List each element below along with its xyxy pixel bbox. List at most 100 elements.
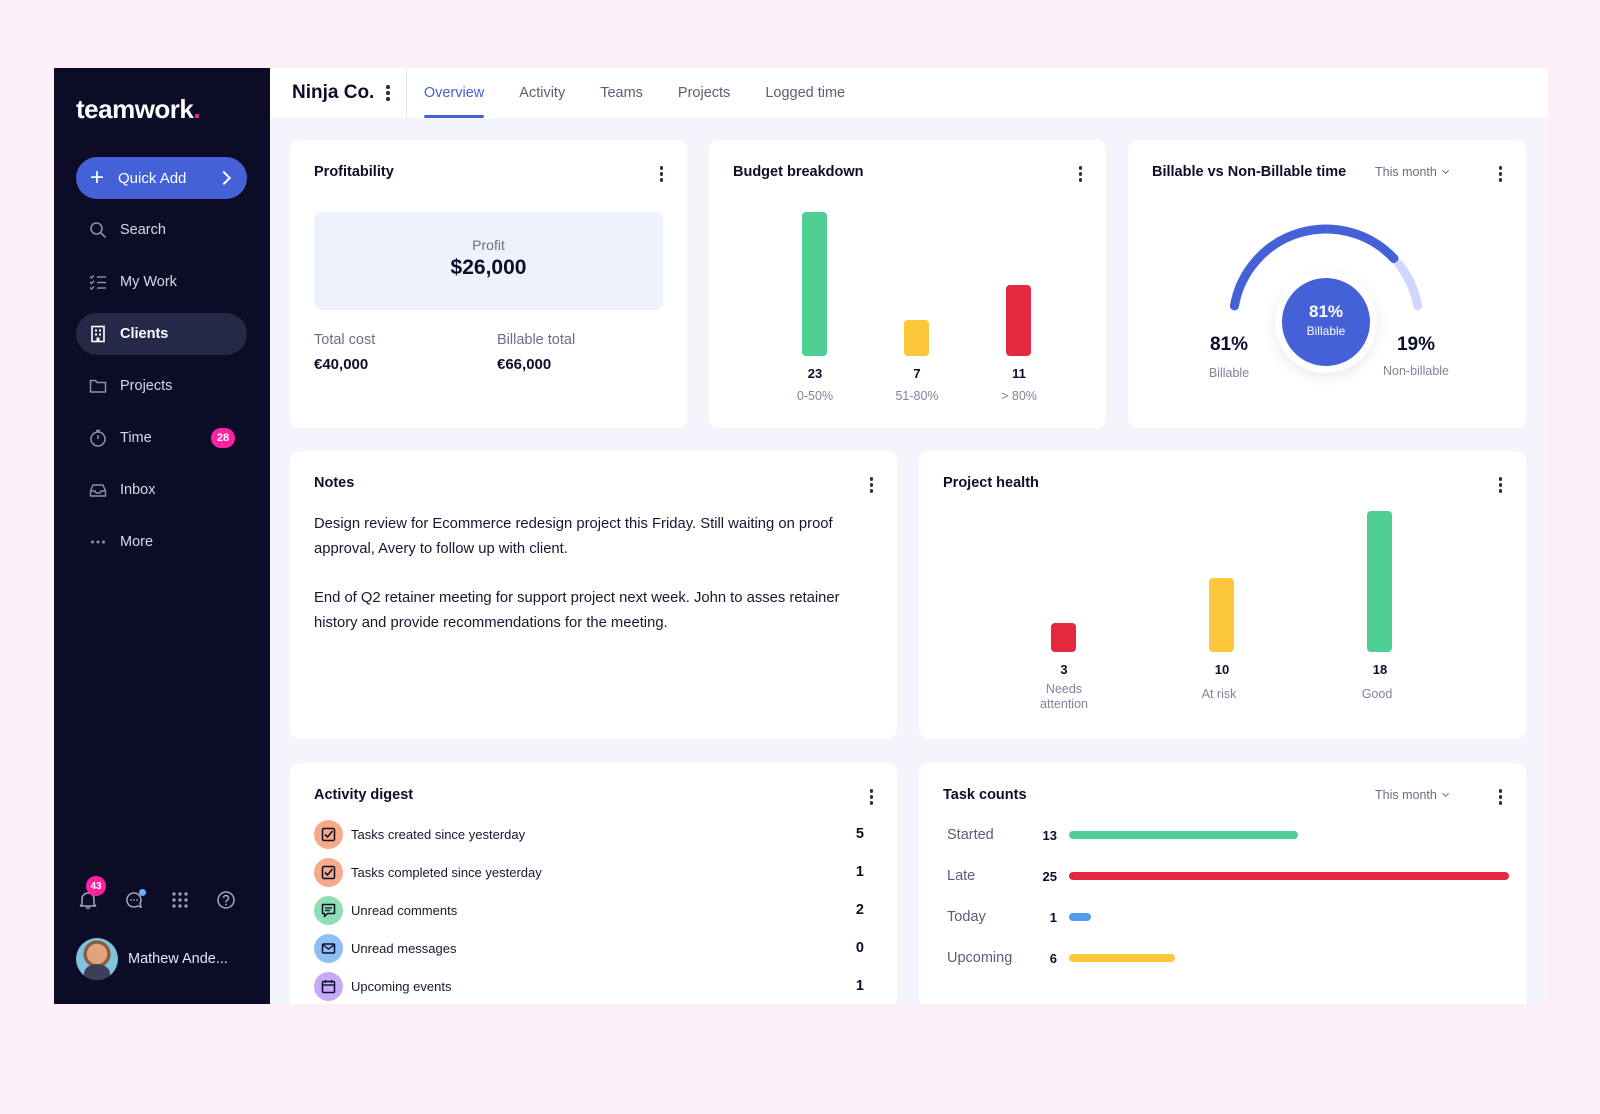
sidebar-item-clients[interactable]: Clients (76, 313, 247, 355)
sidebar-item-inbox[interactable]: Inbox (76, 469, 247, 511)
sidebar-item-label: More (120, 534, 154, 550)
sidebar-nav: Search My Work Clients Projects (76, 209, 247, 573)
task-count-number: 1 (1049, 909, 1057, 925)
sidebar-item-my-work[interactable]: My Work (76, 261, 247, 303)
help-button[interactable] (214, 888, 238, 912)
non-billable-stat: 19% Non-billable (1366, 334, 1466, 378)
task-count-track (1069, 831, 1509, 839)
card-title: Profitability (314, 164, 394, 180)
card-menu-icon[interactable] (869, 789, 873, 805)
budget-bar-51-80[interactable] (904, 320, 929, 356)
company-name: Ninja Co. (292, 82, 375, 103)
sidebar-item-search[interactable]: Search (76, 209, 247, 251)
card-title: Task counts (943, 787, 1027, 803)
task-count-row-upcoming[interactable]: Upcoming 6 (947, 945, 1509, 971)
profit-label: Profit (472, 237, 505, 253)
digest-row-tasks-created[interactable]: Tasks created since yesterday 5 (314, 819, 864, 849)
sidebar-item-label: Inbox (120, 482, 156, 498)
building-icon (88, 324, 108, 344)
apps-grid-button[interactable] (168, 888, 192, 912)
task-count-row-today[interactable]: Today 1 (947, 904, 1509, 930)
bar-label: 51-80% (895, 389, 939, 403)
search-icon (88, 220, 108, 240)
digest-count: 0 (855, 940, 864, 956)
chevron-right-icon (216, 170, 232, 186)
plus-icon: + (90, 164, 105, 191)
sidebar-item-label: Clients (120, 326, 169, 342)
card-menu-icon[interactable] (1498, 789, 1502, 805)
chat-button[interactable] (122, 888, 146, 912)
chevron-down-icon (1441, 789, 1449, 798)
notes-body[interactable]: Design review for Ecommerce redesign pro… (314, 512, 874, 660)
task-count-label: Today (947, 909, 986, 925)
task-count-track (1069, 872, 1509, 880)
billable-total-stat: Billable total €66,000 (497, 332, 575, 373)
user-profile[interactable]: Mathew Ande... (76, 938, 228, 980)
stopwatch-icon (88, 428, 108, 448)
checkbox-icon (314, 857, 343, 887)
help-icon (217, 891, 235, 909)
quick-add-button[interactable]: + Quick Add (76, 157, 247, 199)
sidebar-item-more[interactable]: More (76, 521, 247, 563)
health-bar-good[interactable] (1367, 511, 1392, 652)
task-count-label: Started (947, 827, 994, 843)
period-dropdown[interactable]: This month (1375, 165, 1449, 179)
health-bar-at-risk[interactable] (1209, 578, 1234, 652)
sidebar: teamwork. + Quick Add Search My Work (54, 68, 270, 1004)
digest-row-unread-messages[interactable]: Unread messages 0 (314, 933, 864, 963)
bar-label: Needs attention (1040, 682, 1088, 711)
company-menu-icon[interactable] (386, 85, 390, 101)
envelope-icon (314, 933, 343, 963)
total-cost-stat: Total cost €40,000 (314, 332, 375, 373)
gauge-arc-non-billable (1394, 260, 1423, 311)
period-dropdown[interactable]: This month (1375, 788, 1449, 802)
profit-summary: Profit $26,000 (314, 212, 663, 310)
period-label: This month (1375, 165, 1437, 179)
digest-count: 2 (855, 902, 864, 918)
task-count-bar (1069, 954, 1175, 962)
digest-row-upcoming-events[interactable]: Upcoming events 1 (314, 971, 864, 1001)
card-title: Notes (314, 475, 355, 491)
bar-value: 23 (807, 366, 823, 381)
checklist-icon (88, 272, 108, 292)
budget-bar-over-80[interactable] (1006, 285, 1031, 356)
tab-overview[interactable]: Overview (423, 68, 485, 118)
avatar (76, 938, 118, 980)
activity-digest-card: Activity digest Tasks created since yest… (290, 763, 897, 1004)
comment-icon (314, 895, 343, 925)
task-count-row-late[interactable]: Late 25 (947, 863, 1509, 889)
digest-label: Tasks created since yesterday (351, 826, 526, 842)
card-menu-icon[interactable] (659, 166, 663, 182)
notifications-button[interactable]: 43 (76, 876, 106, 912)
task-count-number: 13 (1042, 827, 1057, 843)
folder-icon (88, 376, 108, 396)
ellipsis-icon (88, 532, 108, 552)
task-count-row-started[interactable]: Started 13 (947, 822, 1509, 848)
digest-row-unread-comments[interactable]: Unread comments 2 (314, 895, 864, 925)
sidebar-item-projects[interactable]: Projects (76, 365, 247, 407)
sidebar-utility-bar: 43 (76, 876, 238, 912)
gauge-center: 81% Billable (1282, 278, 1370, 366)
card-menu-icon[interactable] (1078, 166, 1082, 182)
tab-logged-time[interactable]: Logged time (765, 85, 846, 101)
health-bar-needs-attention[interactable] (1051, 623, 1076, 652)
task-count-label: Late (947, 868, 976, 884)
logo[interactable]: teamwork. (76, 94, 201, 124)
billable-stat: 81% Billable (1194, 334, 1264, 380)
card-menu-icon[interactable] (1498, 477, 1502, 493)
top-header: Ninja Co. Overview Activity Teams Projec… (270, 68, 1548, 118)
task-count-bar (1069, 913, 1091, 921)
bar-value: 18 (1372, 662, 1388, 677)
sidebar-item-label: My Work (120, 274, 177, 290)
card-menu-icon[interactable] (869, 477, 873, 493)
tab-teams[interactable]: Teams (600, 85, 643, 101)
quick-add-label: Quick Add (118, 169, 187, 187)
gauge-center-label: Billable (1306, 324, 1346, 338)
digest-row-tasks-completed[interactable]: Tasks completed since yesterday 1 (314, 857, 864, 887)
tab-activity[interactable]: Activity (519, 85, 566, 101)
tab-projects[interactable]: Projects (677, 85, 731, 101)
budget-bar-0-50[interactable] (802, 212, 827, 356)
checkbox-icon (314, 819, 343, 849)
card-menu-icon[interactable] (1498, 166, 1502, 182)
sidebar-item-time[interactable]: Time 28 (76, 417, 247, 459)
